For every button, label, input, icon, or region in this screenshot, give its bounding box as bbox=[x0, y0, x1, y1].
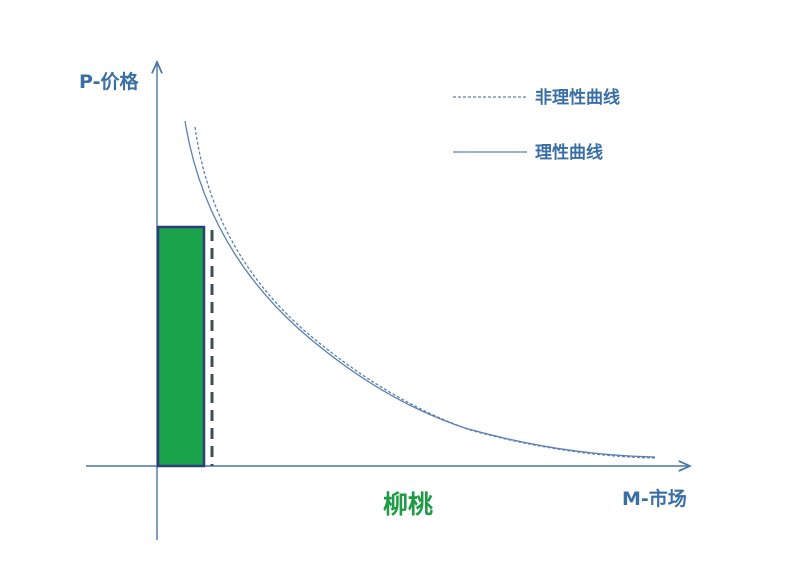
region-bar bbox=[156, 225, 206, 468]
irrational-curve bbox=[194, 126, 656, 459]
region-label: 柳桃 bbox=[383, 490, 433, 519]
legend-label-rational: 理性曲线 bbox=[535, 142, 603, 163]
legend-label-irrational: 非理性曲线 bbox=[535, 87, 620, 108]
rational-curve bbox=[184, 120, 656, 458]
x-axis-label: M-市场 bbox=[622, 487, 687, 510]
y-axis-label: P-价格 bbox=[79, 70, 139, 93]
legend: 非理性曲线 理性曲线 bbox=[453, 87, 620, 163]
